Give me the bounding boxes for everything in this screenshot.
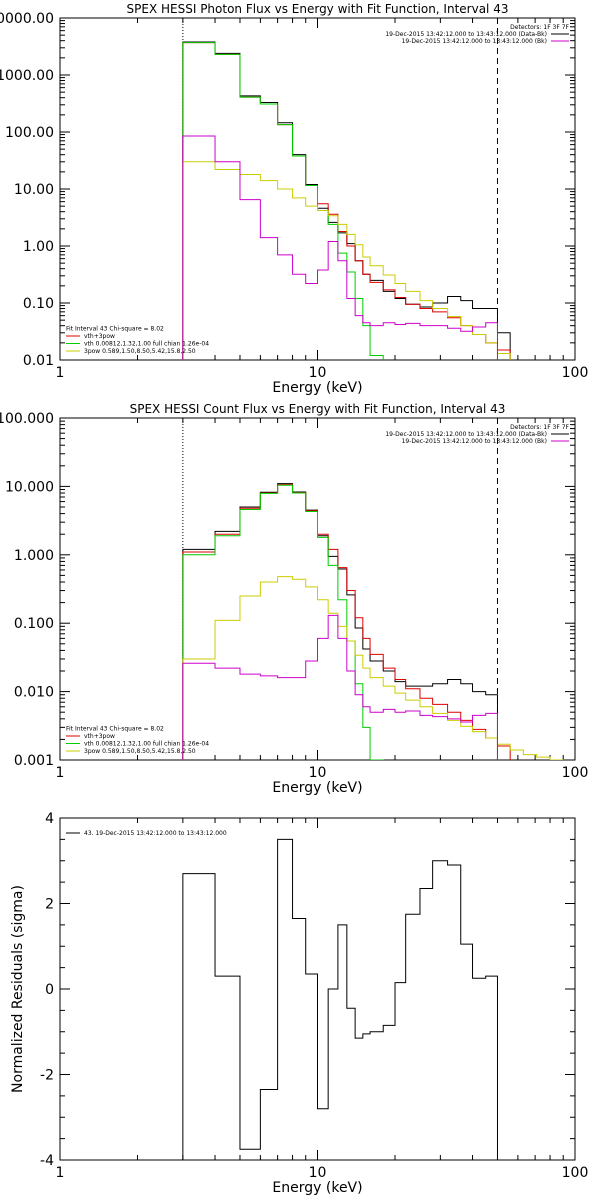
photon-legend-text: 3pow 0.589,1.50,8.50,5.42,15.8,2.50: [84, 348, 196, 355]
photon-x-tick-label: 10: [309, 365, 327, 381]
residual-x-tick-label: 10: [309, 1165, 327, 1181]
photon-y-tick-label: 0.10: [23, 296, 54, 312]
count-title: SPEX HESSI Count Flux vs Energy with Fit…: [130, 402, 506, 416]
count-y-tick-label: 100.000: [0, 411, 54, 427]
count-legend-text: 3pow 0.589,1.50,8.50,5.42,15.8,2.50: [84, 748, 196, 755]
count-x-tick-label: 1: [56, 765, 65, 781]
residual-y-tick-label: 4: [45, 811, 54, 827]
count-y-tick-label: 0.100: [14, 616, 54, 632]
photon-legend-text: vth 0.00812,1.32,1.00 full chian 1.26e-0…: [84, 341, 209, 348]
residuals-panel: 1 10 100 4 2 0 -2 -4 Energy (keV) Normalized Resi…: [10, 811, 588, 1196]
photon-title: SPEX HESSI Photon Flux vs Energy with Fi…: [127, 2, 509, 16]
photon-series-1-line: [182, 42, 511, 360]
count-flux-panel: SPEX HESSI Count Flux vs Energy with Fit…: [0, 402, 589, 796]
residual-y-axis-label: Normalized Residuals (sigma): [10, 885, 26, 1093]
residual-y-tick-label: -2: [40, 1068, 54, 1084]
photon-header-text: Detectors: 1F 3F 7F: [510, 24, 569, 31]
count-series-3-line: [182, 576, 564, 760]
residual-x-tick-label: 1: [56, 1165, 65, 1181]
photon-series-4-line: [182, 135, 498, 360]
photon-series-2-line: [182, 42, 384, 360]
count-x-axis-label: Energy (keV): [272, 780, 362, 796]
residual-y-tick-label: 0: [45, 982, 54, 998]
photon-header-text: 19-Dec-2015 13:42:12.000 to 13:43:12.000…: [402, 38, 547, 45]
count-legend-text: vth 0.00812,1.32,1.00 full chian 1.26e-0…: [84, 741, 209, 748]
photon-x-tick-label: 1: [56, 365, 65, 381]
residual-series-group: [182, 838, 498, 1160]
photon-y-tick-label: 1.00: [23, 239, 54, 255]
count-y-tick-label: 1.000: [14, 548, 54, 564]
photon-y-tick-label: 10.00: [14, 182, 54, 198]
photon-x-axis-label: Energy (keV): [272, 380, 362, 396]
residual-series-0-line: [182, 838, 498, 1160]
count-x-tick-label: 100: [562, 765, 589, 781]
count-legend-text: Fit Interval 43 Chi-square = 8.02: [66, 726, 164, 733]
photon-series-group: [182, 41, 511, 360]
residual-y-tick-label: -4: [40, 1153, 54, 1169]
count-x-tick-label: 10: [309, 765, 327, 781]
count-series-4-line: [182, 614, 498, 760]
photon-x-tick-label: 100: [562, 365, 589, 381]
count-header-text: 19-Dec-2015 13:42:12.000 to 13:43:12.000…: [385, 431, 547, 438]
count-y-tick-label: 0.001: [14, 753, 54, 769]
count-series-2-line: [182, 484, 384, 760]
count-y-tick-label: 0.010: [14, 685, 54, 701]
photon-legend-text: vth+3pow: [84, 333, 115, 340]
photon-legend-text: Fit Interval 43 Chi-square = 8.02: [66, 326, 164, 333]
photon-y-tick-label: 1000.00: [0, 68, 54, 84]
photon-y-tick-label: 100.00: [5, 125, 54, 141]
count-series-group: [182, 483, 564, 760]
photon-flux-panel: SPEX HESSI Photon Flux vs Energy with Fi…: [0, 2, 589, 396]
photon-y-tick-label: 0.01: [23, 353, 54, 369]
count-legend-text: vth+3pow: [84, 733, 115, 740]
residual-legend-text: 43. 19-Dec-2015 13:42:12.000 to 13:43:12…: [84, 830, 227, 837]
residual-x-axis-label: Energy (keV): [272, 1180, 362, 1196]
residual-x-tick-label: 100: [562, 1165, 589, 1181]
photon-header-text: 19-Dec-2015 13:42:12.000 to 13:43:12.000…: [385, 31, 547, 38]
residual-y-tick-label: 2: [45, 897, 54, 913]
photon-series-3-line: [182, 161, 511, 360]
count-header-text: 19-Dec-2015 13:42:12.000 to 13:43:12.000…: [402, 438, 547, 445]
count-header-text: Detectors: 1F 3F 7F: [510, 424, 569, 431]
photon-series-0-line: [182, 41, 511, 360]
count-y-tick-label: 10.000: [5, 479, 54, 495]
